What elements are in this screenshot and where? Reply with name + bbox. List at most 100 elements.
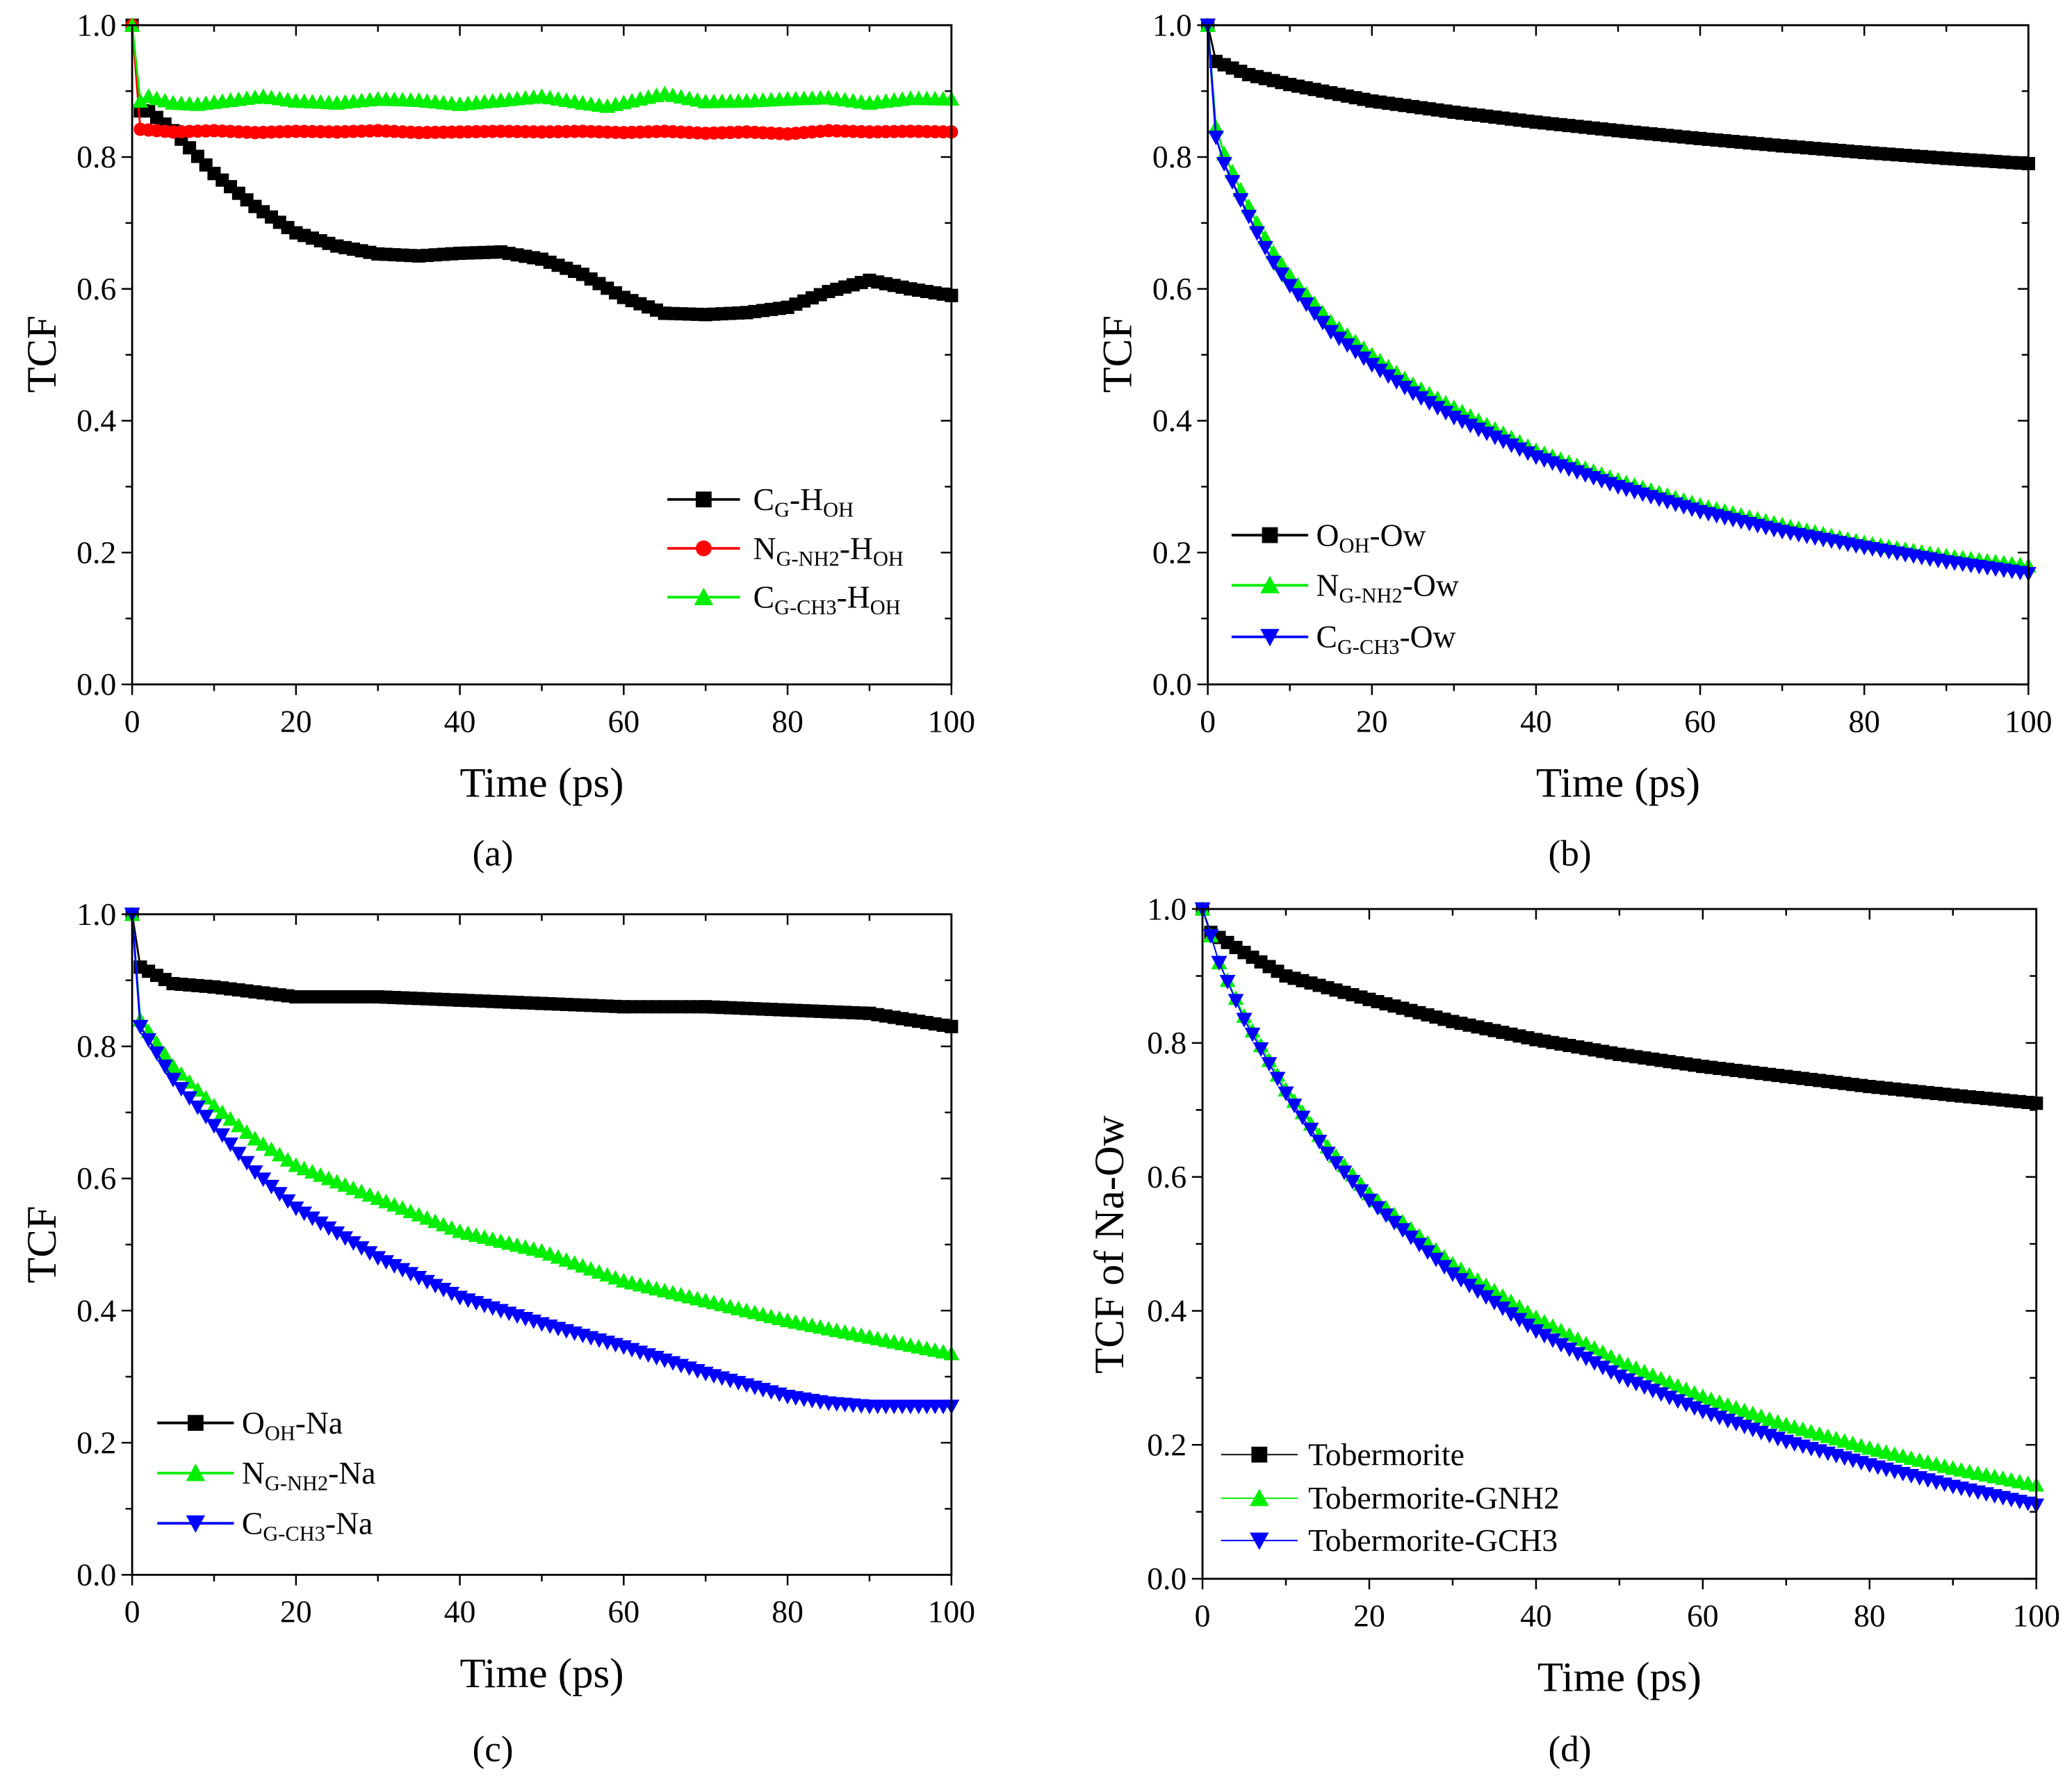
series-marker <box>1344 1174 1361 1190</box>
series-marker <box>378 1255 394 1270</box>
series-marker <box>1569 1331 1586 1346</box>
legend-label-text: C <box>753 580 774 615</box>
series-marker <box>1421 396 1437 411</box>
series-marker <box>1461 1279 1478 1294</box>
legend-label: NG-NH2-Na <box>242 1455 376 1495</box>
series-C_G-CH3-Na <box>124 908 960 1415</box>
series-marker <box>1645 1367 1661 1382</box>
series-marker <box>156 1059 173 1074</box>
series-marker <box>1323 325 1339 340</box>
series-marker <box>1286 1099 1303 1113</box>
series-marker <box>1611 1353 1628 1368</box>
series-marker <box>1578 1352 1594 1367</box>
series-marker <box>190 1100 206 1115</box>
series-marker <box>1470 422 1487 438</box>
series-marker <box>1586 1356 1603 1371</box>
series-marker <box>288 1201 304 1217</box>
series-marker <box>263 1141 279 1156</box>
legend-label-text: C <box>753 482 774 517</box>
x-tick-label: 20 <box>1353 1598 1385 1633</box>
series-N_G-NH2-H_OH <box>125 18 958 141</box>
legend-item: OOH-Ow <box>1231 517 1426 557</box>
series-marker <box>1436 1260 1453 1275</box>
series-marker <box>1311 1135 1328 1149</box>
series-marker <box>1636 1363 1653 1379</box>
series-marker <box>1544 1333 1561 1348</box>
series-marker <box>279 1151 296 1167</box>
x-tick-label: 80 <box>1848 703 1880 739</box>
legend-item: NG-NH2-HOH <box>667 530 904 571</box>
series-marker <box>1628 1360 1645 1375</box>
series-marker <box>345 1180 361 1195</box>
series-marker <box>1603 1365 1620 1380</box>
series-marker <box>238 1124 255 1139</box>
legend-label-subscript: OH <box>1339 534 1369 557</box>
legend-label-text: -Na <box>325 1505 373 1541</box>
legend-label-text: N <box>1316 568 1339 603</box>
series-line <box>1202 908 2037 1506</box>
series-O_OH-Na <box>125 908 958 1033</box>
legend-item: OOH-Na <box>157 1405 343 1445</box>
legend-marker-icon <box>187 1415 204 1431</box>
series-marker <box>1236 1012 1253 1028</box>
legend-label-subscript: OH <box>870 596 901 619</box>
series-marker <box>304 1211 320 1226</box>
chart-panel-a: 0 20 40 60 80 100 0.0 0.2 0.4 0.6 0.8 1.0 Time (ps) T… <box>19 7 975 873</box>
series-marker <box>1403 1230 1419 1245</box>
series-marker <box>1306 306 1323 322</box>
legend-item: CG-HOH <box>667 482 854 521</box>
series-marker <box>1444 1267 1461 1282</box>
x-axis-title: Time (ps) <box>1537 1655 1702 1701</box>
series-marker <box>271 1187 288 1202</box>
series-marker <box>1273 267 1290 282</box>
x-tick-label: 80 <box>1854 1598 1886 1633</box>
series-marker <box>1553 1338 1569 1353</box>
series-marker <box>1208 131 1224 145</box>
series-marker <box>1314 304 1331 320</box>
series-marker <box>1232 193 1249 208</box>
series-marker <box>353 1183 370 1199</box>
series-marker <box>247 1131 263 1146</box>
series-marker <box>165 1058 181 1073</box>
series-C_G-CH3-Ow <box>1200 18 2037 582</box>
series-marker <box>132 1019 149 1035</box>
series-marker <box>1428 1252 1444 1267</box>
series-marker <box>402 1204 419 1218</box>
panel-label: (b) <box>1549 832 1592 873</box>
series-marker <box>1511 442 1528 457</box>
legend-item: Tobermorite <box>1221 1436 1465 1472</box>
series-marker <box>156 1047 173 1062</box>
x-tick-label: 0 <box>1195 1598 1211 1633</box>
series-marker <box>1257 240 1273 256</box>
series-marker <box>312 1167 329 1182</box>
series-marker <box>263 1179 279 1195</box>
series-marker <box>255 1172 272 1188</box>
y-axis-title: TCF <box>19 1206 65 1283</box>
series-marker <box>1339 338 1355 353</box>
series-marker <box>1290 288 1306 303</box>
series-marker <box>1355 351 1372 366</box>
legend-label-text: Tobermorite <box>1308 1436 1465 1472</box>
series-marker <box>1314 315 1331 331</box>
series-marker <box>1211 955 1227 971</box>
series-marker <box>255 1136 272 1151</box>
series-marker <box>337 1177 353 1192</box>
series-marker <box>1244 1027 1261 1042</box>
series-marker <box>329 1174 345 1189</box>
series-marker <box>1241 209 1257 224</box>
x-tick-label: 40 <box>1520 703 1552 739</box>
series-marker <box>1290 277 1306 292</box>
y-tick-label: 0.8 <box>1147 1025 1186 1060</box>
x-tick-label: 60 <box>608 703 640 739</box>
y-tick-label: 0.0 <box>1147 1561 1186 1596</box>
series-marker <box>419 1274 435 1290</box>
legend-label-subscript: G-CH3 <box>774 596 837 619</box>
legend-label-text: Tobermorite-GNH2 <box>1308 1480 1560 1516</box>
series-marker <box>411 1206 427 1222</box>
x-tick-label: 100 <box>2005 703 2052 739</box>
series-Tobermorite-GCH3 <box>1194 902 2045 1513</box>
series-marker <box>1519 1318 1536 1333</box>
legend: Tobermorite Tobermorite-GNH2 Tobermorite-G… <box>1221 1436 1560 1558</box>
y-tick-label: 0.6 <box>76 1160 116 1196</box>
series-marker <box>427 1279 443 1294</box>
